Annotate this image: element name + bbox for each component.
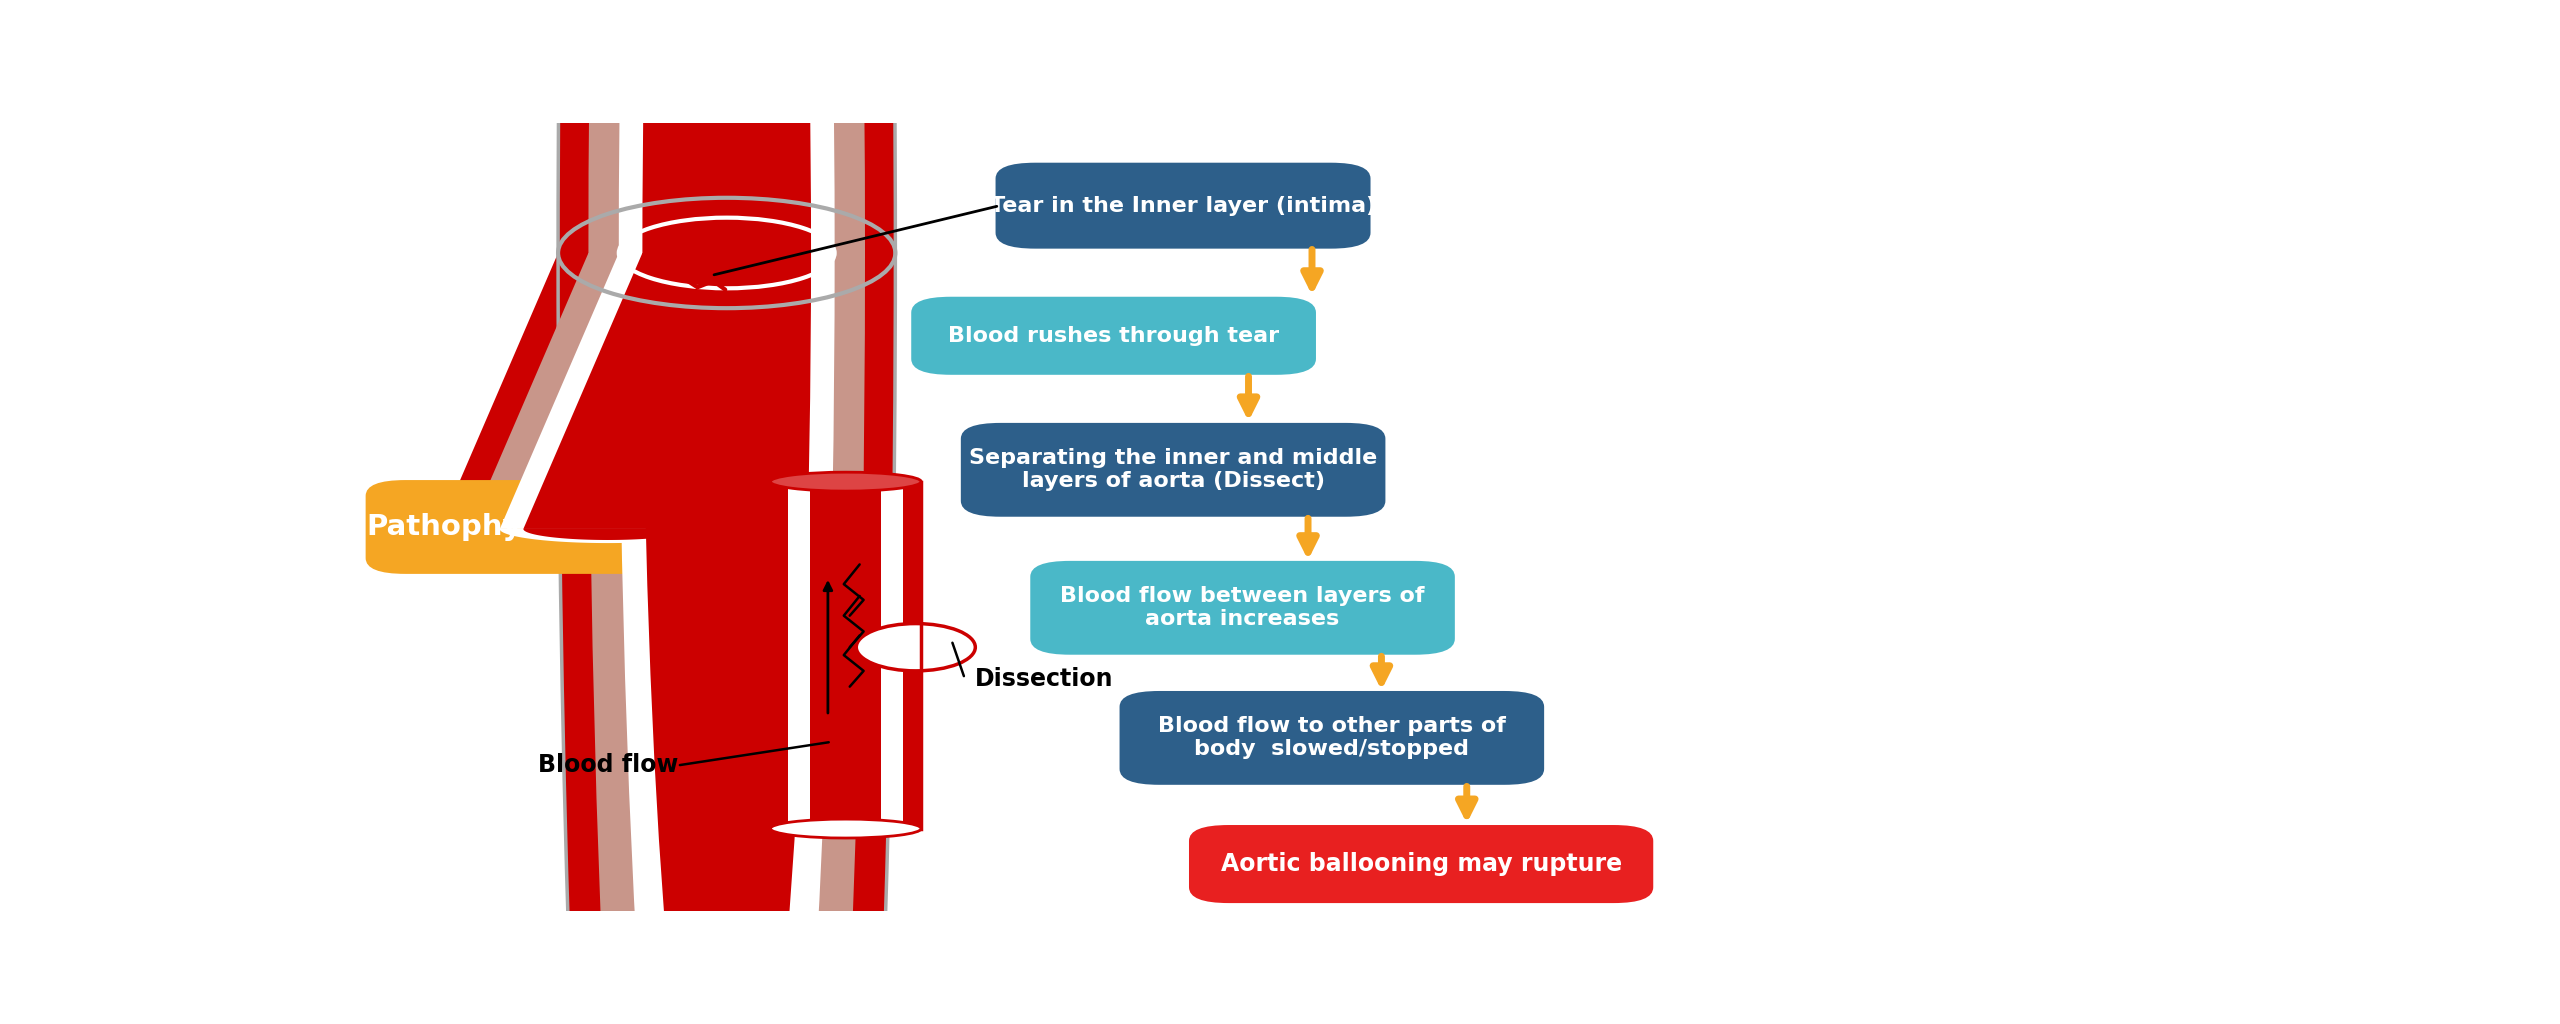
Text: Blood flow between layers of
aorta increases: Blood flow between layers of aorta incre… xyxy=(1060,586,1426,630)
FancyBboxPatch shape xyxy=(1188,825,1654,903)
Circle shape xyxy=(855,624,975,671)
Polygon shape xyxy=(771,481,922,828)
Polygon shape xyxy=(499,253,835,529)
Text: Pathophysiology....: Pathophysiology.... xyxy=(366,513,681,541)
Polygon shape xyxy=(440,253,896,529)
FancyBboxPatch shape xyxy=(1119,691,1544,784)
Ellipse shape xyxy=(643,0,812,1024)
Text: Blood flow to other parts of
body  slowed/stopped: Blood flow to other parts of body slowed… xyxy=(1157,717,1505,760)
FancyBboxPatch shape xyxy=(960,423,1385,517)
Polygon shape xyxy=(771,481,788,828)
Text: Blood flow: Blood flow xyxy=(538,754,678,777)
Text: Tear in the Inner layer (intima): Tear in the Inner layer (intima) xyxy=(991,196,1377,216)
Text: Aortic ballooning may rupture: Aortic ballooning may rupture xyxy=(1221,852,1620,877)
Polygon shape xyxy=(522,529,691,540)
FancyBboxPatch shape xyxy=(911,297,1316,375)
Text: Dissection: Dissection xyxy=(975,667,1114,691)
Polygon shape xyxy=(499,529,717,543)
FancyBboxPatch shape xyxy=(996,163,1370,249)
Polygon shape xyxy=(440,529,776,551)
Ellipse shape xyxy=(771,472,922,492)
Ellipse shape xyxy=(620,0,835,1024)
Ellipse shape xyxy=(558,0,896,1024)
FancyBboxPatch shape xyxy=(1029,561,1454,654)
FancyBboxPatch shape xyxy=(366,480,681,573)
Ellipse shape xyxy=(771,819,922,838)
Text: Blood rushes through tear: Blood rushes through tear xyxy=(947,326,1280,346)
Polygon shape xyxy=(468,253,865,529)
Polygon shape xyxy=(522,253,812,529)
Polygon shape xyxy=(468,529,745,547)
Polygon shape xyxy=(904,481,922,828)
Polygon shape xyxy=(809,481,881,828)
Ellipse shape xyxy=(589,0,865,1024)
Text: Separating the inner and middle
layers of aorta (Dissect): Separating the inner and middle layers o… xyxy=(970,449,1377,492)
